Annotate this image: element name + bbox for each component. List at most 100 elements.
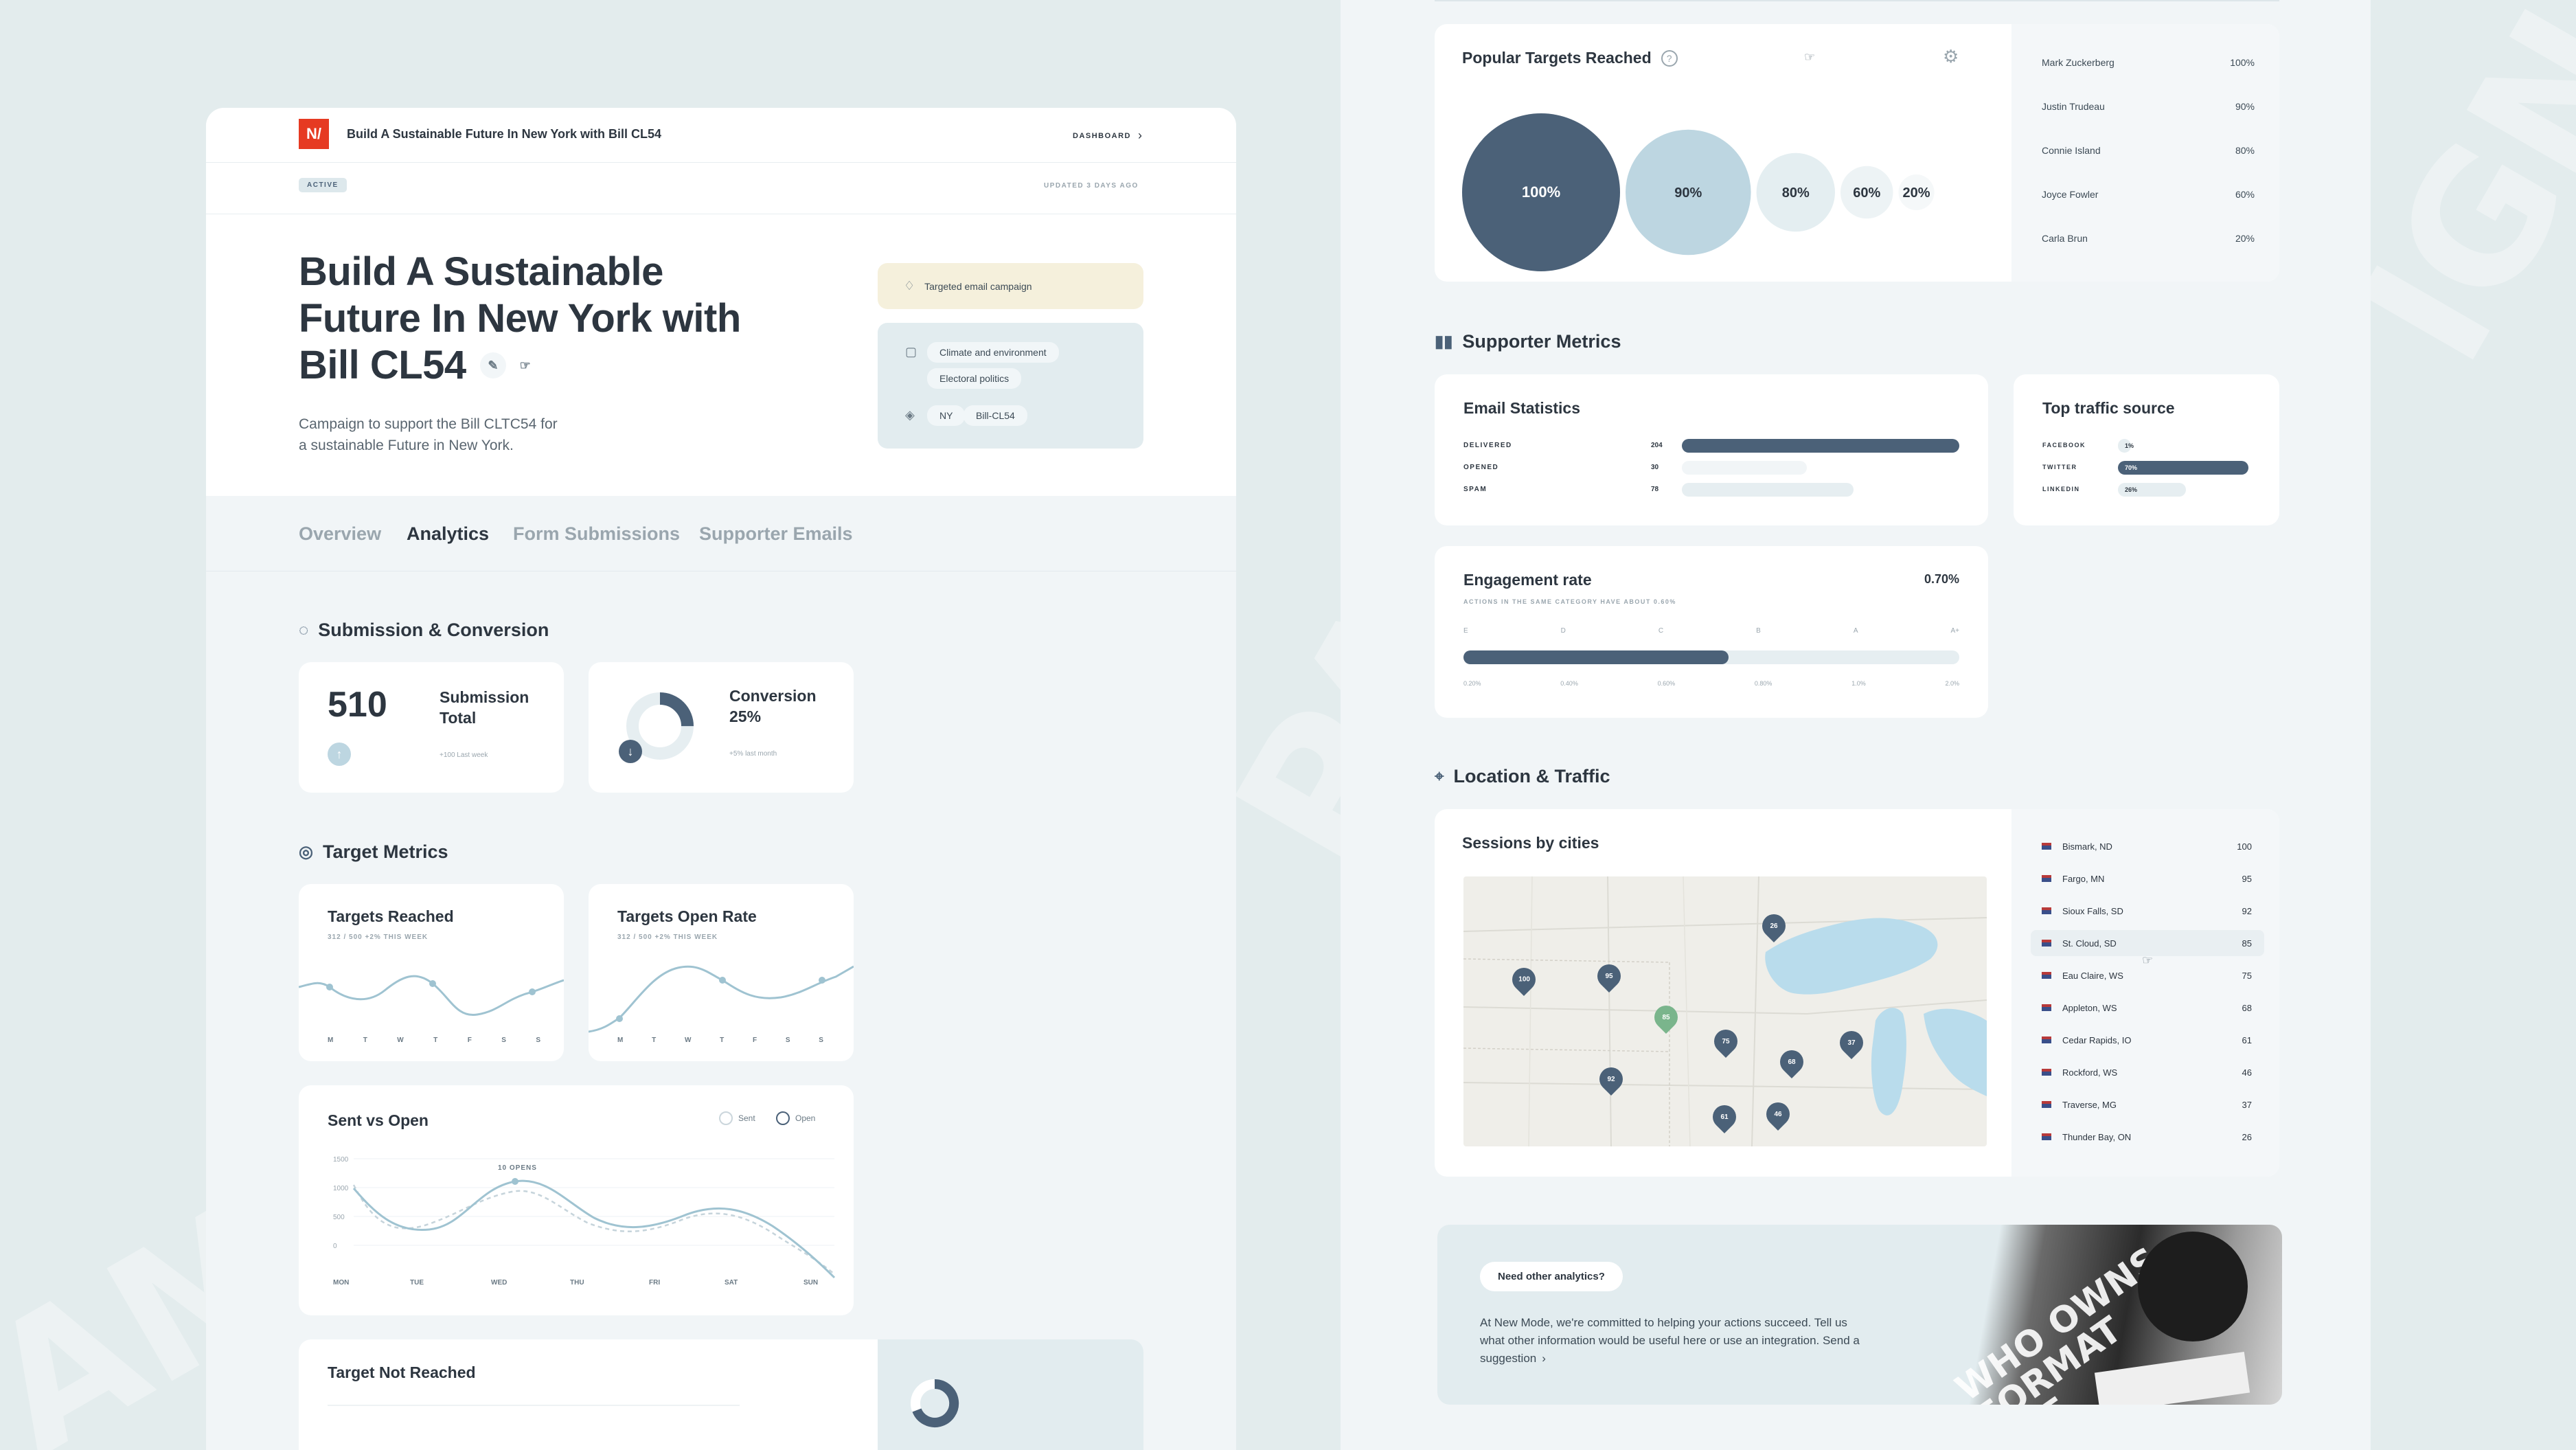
target-donut-icon (911, 1379, 959, 1427)
tab-supporter-emails[interactable]: Supporter Emails (699, 523, 853, 544)
city-row[interactable]: Cedar Rapids, IO 61 (2031, 1027, 2264, 1053)
list-item[interactable]: Joyce Fowler 60% (2042, 189, 2255, 200)
city-name: Cedar Rapids, IO (2062, 1034, 2132, 1045)
topic-pill[interactable]: Electoral politics (927, 368, 1022, 389)
city-value: 92 (2242, 905, 2252, 916)
targets-reached-card[interactable]: Targets Reached 312 / 500 +2% THIS WEEK … (299, 884, 564, 1061)
sessions-map[interactable]: 26 100 95 85 75 68 37 92 61 46 (1463, 876, 1987, 1146)
day-label: F (753, 1036, 757, 1044)
bubble[interactable] (1840, 166, 1893, 219)
conversion-card[interactable]: ↓ Conversion 25% +5% last month (589, 662, 854, 793)
targets-reached-sparkline (299, 975, 564, 1016)
peak-annotation: 10 OPENS (498, 1164, 537, 1172)
sent-vs-open-card[interactable]: Sent vs Open Sent Open 1500 1000 500 0 1… (299, 1085, 854, 1315)
status-row: ACTIVE UPDATED 3 DAYS AGO (206, 163, 1236, 214)
city-name: Traverse, MG (2062, 1099, 2117, 1110)
campaign-type-label: Targeted email campaign (924, 280, 1032, 292)
suggestion-link[interactable]: suggestion › (1480, 1350, 1860, 1368)
email-stat-bar (1682, 461, 1807, 475)
city-row[interactable]: Appleton, WS 68 (2031, 995, 2264, 1021)
card-title: Popular Targets Reached ? (1462, 49, 1678, 67)
day-label: T (363, 1036, 367, 1044)
location-pin-icon: ⌖ (1435, 767, 1444, 786)
scale-label: 0.60% (1657, 680, 1676, 687)
legend-sent[interactable]: Sent (719, 1111, 755, 1125)
sessions-by-cities-card[interactable]: Sessions by cities 26 100 9 (1435, 809, 2279, 1177)
traffic-bar: 70% (2118, 461, 2248, 475)
engagement-value: 0.70% (1924, 572, 1959, 586)
engagement-bar-fill (1463, 650, 1729, 664)
email-statistics-card[interactable]: Email Statistics DELIVERED 204 OPENED 30… (1435, 374, 1988, 525)
edit-icon[interactable]: ✎ (479, 352, 506, 378)
city-row[interactable]: St. Cloud, SD 85 (2031, 930, 2264, 956)
tag-pill[interactable]: Bill-CL54 (964, 405, 1027, 426)
y-tick: 1000 (333, 1185, 349, 1192)
topic-pill[interactable]: Climate and environment (927, 342, 1059, 363)
title-line: Build A Sustainable (299, 249, 663, 294)
city-row[interactable]: Sioux Falls, SD 92 (2031, 898, 2264, 924)
list-item[interactable]: Justin Trudeau 90% (2042, 101, 2255, 112)
city-row[interactable]: Thunder Bay, ON 26 (2031, 1124, 2264, 1150)
x-tick: WED (491, 1279, 507, 1287)
description-line: a sustainable Future in New York. (299, 438, 514, 453)
submission-total-card[interactable]: 510 Submission Total ↑ +100 Last week (299, 662, 564, 793)
settings-icon[interactable]: ⚙ (1943, 46, 1959, 67)
map-road (1463, 999, 1987, 1015)
target-icon: ◎ (299, 843, 313, 861)
city-value: 85 (2242, 938, 2252, 949)
sparkline-line (589, 965, 854, 1033)
scale-labels: 0.20% 0.40% 0.60% 0.80% 1.0% 2.0% (1463, 680, 1959, 687)
x-tick: THU (570, 1279, 584, 1287)
submission-total-sub: +100 Last week (440, 751, 488, 759)
map-pin-label: 85 (1662, 1013, 1670, 1021)
target-value: 20% (2235, 233, 2255, 244)
list-item[interactable]: Carla Brun 20% (2042, 233, 2255, 244)
chevron-right-icon: › (1138, 128, 1142, 142)
targets-open-rate-card[interactable]: Targets Open Rate 312 / 500 +2% THIS WEE… (589, 884, 854, 1061)
campaign-type-card[interactable]: ♢ Targeted email campaign (878, 263, 1143, 309)
title-line-row: Bill CL54 ✎ ☞ (299, 342, 741, 389)
section-title-text: Submission & Conversion (318, 620, 549, 640)
email-stat-bar (1682, 483, 1854, 497)
scale-label: 2.0% (1945, 680, 1959, 687)
grade-label: C (1658, 627, 1664, 635)
dashboard-link[interactable]: DASHBOARD › (1073, 128, 1142, 143)
targets-open-sparkline (589, 965, 854, 1033)
list-item[interactable]: Connie Island 80% (2042, 145, 2255, 156)
help-icon[interactable]: ? (1661, 49, 1678, 67)
city-row[interactable]: Rockford, WS 46 (2031, 1059, 2264, 1085)
city-row[interactable]: Traverse, MG 37 (2031, 1091, 2264, 1118)
analytics-cta-card: Need other analytics? At New Mode, we're… (1437, 1225, 2282, 1405)
target-not-reached-card[interactable]: Target Not Reached (299, 1339, 1143, 1450)
day-label: M (617, 1036, 624, 1044)
city-name: Thunder Bay, ON (2062, 1131, 2132, 1142)
target-name: Mark Zuckerberg (2042, 57, 2115, 68)
email-stat-label: SPAM (1463, 486, 1488, 493)
bubble[interactable] (1898, 174, 1935, 210)
cta-text-line: At New Mode, we're committed to helping … (1480, 1316, 1847, 1329)
traffic-source-card[interactable]: Top traffic source FACEBOOK 1% TWITTER 7… (2014, 374, 2279, 525)
arrow-down-icon: ↓ (619, 740, 642, 763)
city-row[interactable]: Bismark, ND 100 (2031, 833, 2264, 859)
bubble[interactable] (1626, 129, 1751, 256)
popular-targets-card[interactable]: Popular Targets Reached ? ☞ ⚙ 100% 90% 80%… (1435, 24, 2279, 282)
section-title-text: Supporter Metrics (1462, 331, 1621, 352)
tab-overview[interactable]: Overview (299, 523, 382, 544)
logo[interactable]: N/ (299, 119, 329, 149)
tag-pill[interactable]: NY (927, 405, 966, 426)
bubble[interactable] (1756, 152, 1836, 232)
legend-open[interactable]: Open (776, 1111, 815, 1125)
bubble[interactable] (1462, 113, 1620, 271)
bar-chart-icon: ▮▮ (1435, 332, 1453, 351)
city-row[interactable]: Fargo, MN 95 (2031, 865, 2264, 892)
map-pin-label: 92 (1607, 1075, 1615, 1083)
list-item[interactable]: Mark Zuckerberg 100% (2042, 57, 2255, 68)
tab-form-submissions[interactable]: Form Submissions (513, 523, 681, 544)
need-analytics-button[interactable]: Need other analytics? (1480, 1262, 1623, 1291)
tab-analytics[interactable]: Analytics (407, 523, 490, 544)
section-title-target-metrics: ◎ Target Metrics (299, 841, 448, 863)
engagement-rate-card[interactable]: Engagement rate 0.70% ACTIONS IN THE SAM… (1435, 546, 1988, 718)
flag-icon (2042, 875, 2051, 882)
city-row[interactable]: Eau Claire, WS 75 (2031, 962, 2264, 988)
cta-text-line: what other information would be useful h… (1480, 1334, 1860, 1347)
